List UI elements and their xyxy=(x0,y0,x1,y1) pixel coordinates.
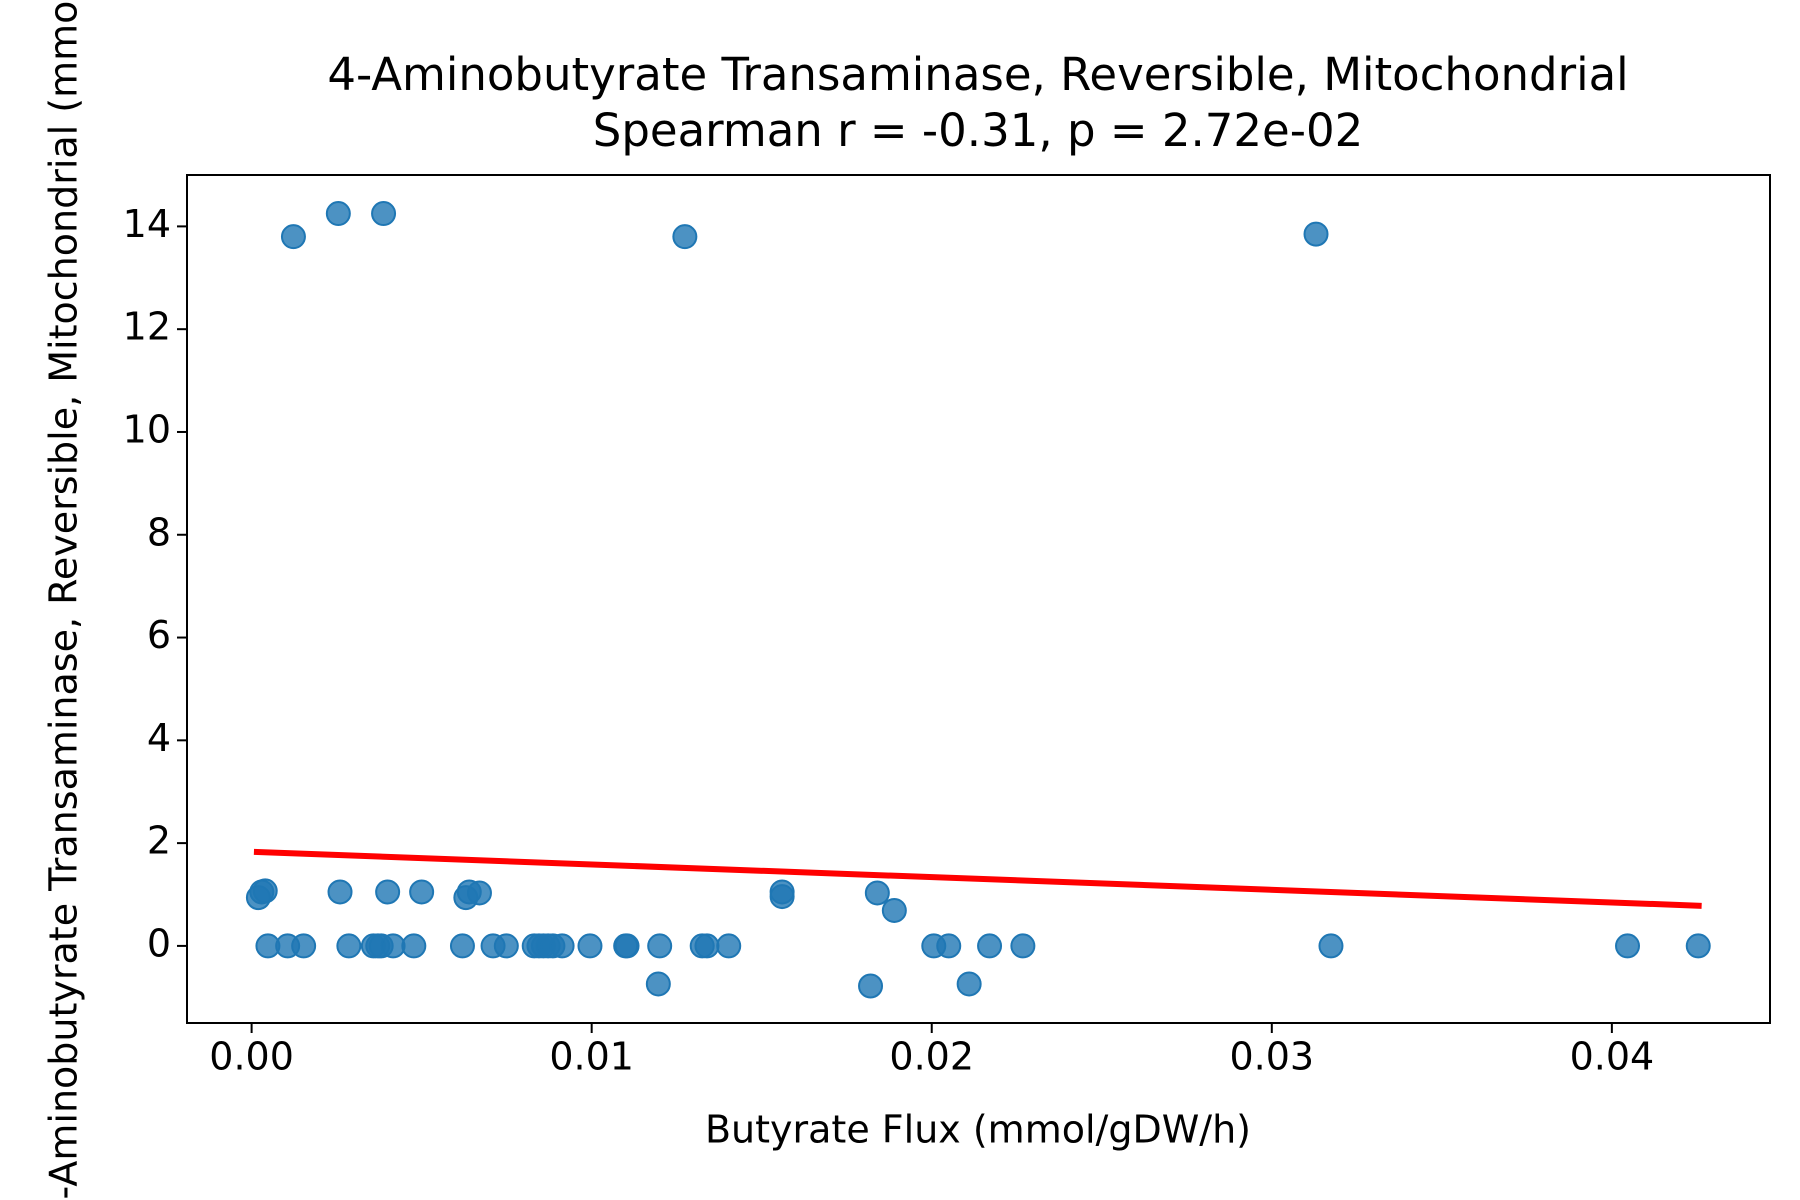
x-tick-label: 0.01 xyxy=(549,1035,634,1079)
point xyxy=(694,933,720,959)
point xyxy=(325,201,351,227)
point xyxy=(336,933,362,959)
chart-subtitle: Spearman r = -0.31, p = 2.72e-02 xyxy=(593,104,1363,157)
point xyxy=(956,971,982,997)
point xyxy=(645,971,671,997)
point xyxy=(1685,933,1711,959)
point xyxy=(375,879,401,905)
point xyxy=(401,933,427,959)
point xyxy=(977,933,1003,959)
point xyxy=(280,224,306,250)
point xyxy=(1318,933,1344,959)
point xyxy=(449,933,475,959)
point xyxy=(327,879,353,905)
point xyxy=(858,973,884,999)
point xyxy=(1615,933,1641,959)
point xyxy=(864,880,890,906)
point xyxy=(647,933,673,959)
x-tick-label: 0.04 xyxy=(1570,1035,1655,1079)
chart-title: 4-Aminobutyrate Transaminase, Reversible… xyxy=(327,48,1628,101)
y-tick-label: 2 xyxy=(147,819,171,863)
point xyxy=(291,933,317,959)
y-axis-label: Flux of 4-Aminobutyrate Transaminase, Re… xyxy=(42,0,86,1200)
point xyxy=(614,933,640,959)
point xyxy=(672,224,698,250)
point xyxy=(577,933,603,959)
point xyxy=(466,880,492,906)
y-tick-label: 0 xyxy=(147,921,171,965)
point xyxy=(1303,221,1329,247)
point xyxy=(936,933,962,959)
x-axis-label: Butyrate Flux (mmol/gDW/h) xyxy=(705,1108,1251,1152)
y-tick-label: 4 xyxy=(147,716,171,760)
y-tick-label: 10 xyxy=(123,407,171,451)
y-tick-label: 12 xyxy=(123,305,171,349)
point xyxy=(881,897,907,923)
point xyxy=(380,933,406,959)
x-tick-label: 0.02 xyxy=(889,1035,974,1079)
point xyxy=(716,933,742,959)
y-tick-label: 6 xyxy=(147,613,171,657)
point xyxy=(371,201,397,227)
y-tick-label: 8 xyxy=(147,510,171,554)
plot-frame xyxy=(186,174,1771,1024)
x-tick-label: 0.03 xyxy=(1230,1035,1315,1079)
fit-line xyxy=(253,848,1702,909)
point xyxy=(409,879,435,905)
x-tick-label: 0.00 xyxy=(209,1035,294,1079)
y-tick-label: 14 xyxy=(123,202,171,246)
point xyxy=(252,878,278,904)
point xyxy=(769,879,795,905)
point xyxy=(549,933,575,959)
point xyxy=(1010,933,1036,959)
point xyxy=(493,933,519,959)
